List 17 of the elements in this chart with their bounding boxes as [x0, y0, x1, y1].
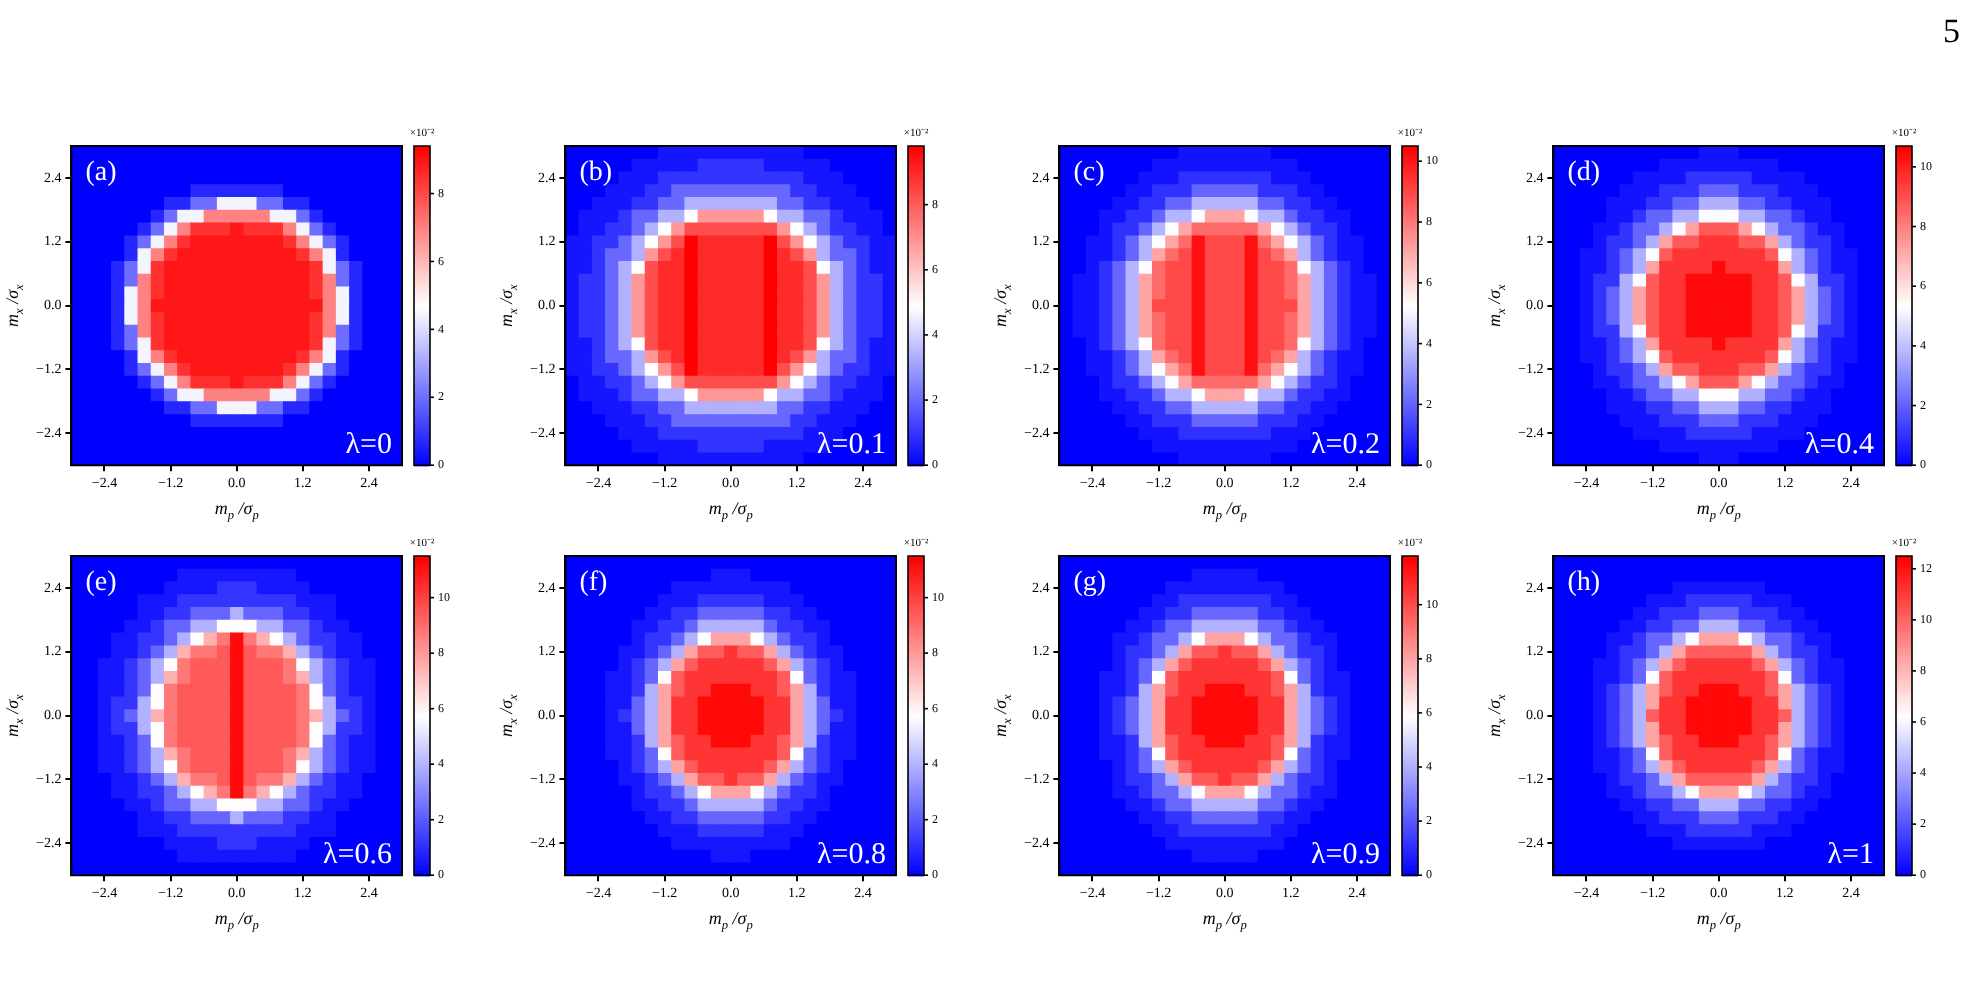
- annotation: λ=0.1: [817, 429, 886, 462]
- annotation: λ=0.4: [1805, 429, 1875, 462]
- annotation: λ=0: [345, 429, 392, 462]
- annotation: λ=0.9: [1311, 839, 1380, 872]
- annotation: (d): [1567, 158, 1601, 188]
- annotation: λ=1: [1827, 839, 1874, 872]
- text: 5: [1943, 12, 1960, 52]
- annotation: (a): [85, 158, 118, 188]
- annotation: (h): [1567, 568, 1601, 598]
- annotation: (c): [1073, 158, 1106, 188]
- annotation: (g): [1073, 568, 1107, 598]
- annotation: (b): [579, 158, 613, 188]
- annotation: λ=0.8: [817, 839, 886, 872]
- annotation: λ=0.2: [1311, 429, 1380, 462]
- annotation: (f): [579, 568, 609, 598]
- annotation: (e): [85, 568, 118, 598]
- annotation: λ=0.6: [323, 839, 393, 872]
